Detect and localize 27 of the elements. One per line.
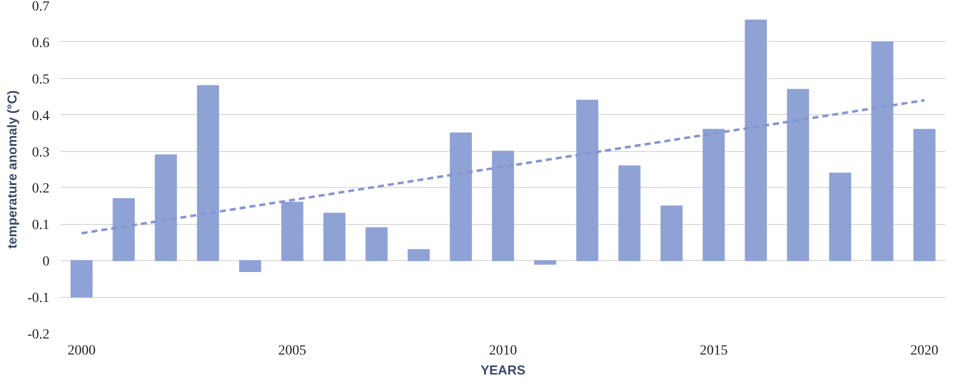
bar [829, 172, 852, 262]
y-tick-label: -0.2 [27, 328, 50, 342]
x-tick-label: 2015 [700, 344, 728, 358]
bar [366, 227, 388, 262]
x-tick-label: 2010 [489, 344, 517, 358]
y-tick-label: 0.5 [32, 72, 50, 88]
x-axis-title: YEARS [480, 362, 526, 378]
y-tick-label: 0.4 [32, 108, 50, 124]
bar [534, 260, 556, 265]
y-tick-label: 0.6 [32, 36, 50, 51]
bar [660, 205, 683, 262]
bar [323, 212, 346, 262]
y-tick-label: -0.1 [27, 291, 50, 306]
x-tick-label: 2000 [68, 344, 96, 358]
x-tick-label: 2005 [278, 344, 306, 358]
y-tick-label: 0.7 [32, 0, 50, 14]
bar [913, 128, 936, 262]
y-tick-label: 0.1 [32, 218, 50, 234]
y-tick-label: 0.2 [32, 182, 50, 197]
y-tick-label: 0 [42, 254, 50, 270]
bar [618, 165, 640, 262]
bar [239, 260, 262, 272]
bar [408, 249, 430, 262]
x-tick-label: 2020 [910, 344, 938, 358]
y-axis-title: temperature anomaly (°C) [4, 90, 20, 249]
y-tick-label: 0.3 [32, 145, 50, 160]
bar [70, 260, 93, 298]
